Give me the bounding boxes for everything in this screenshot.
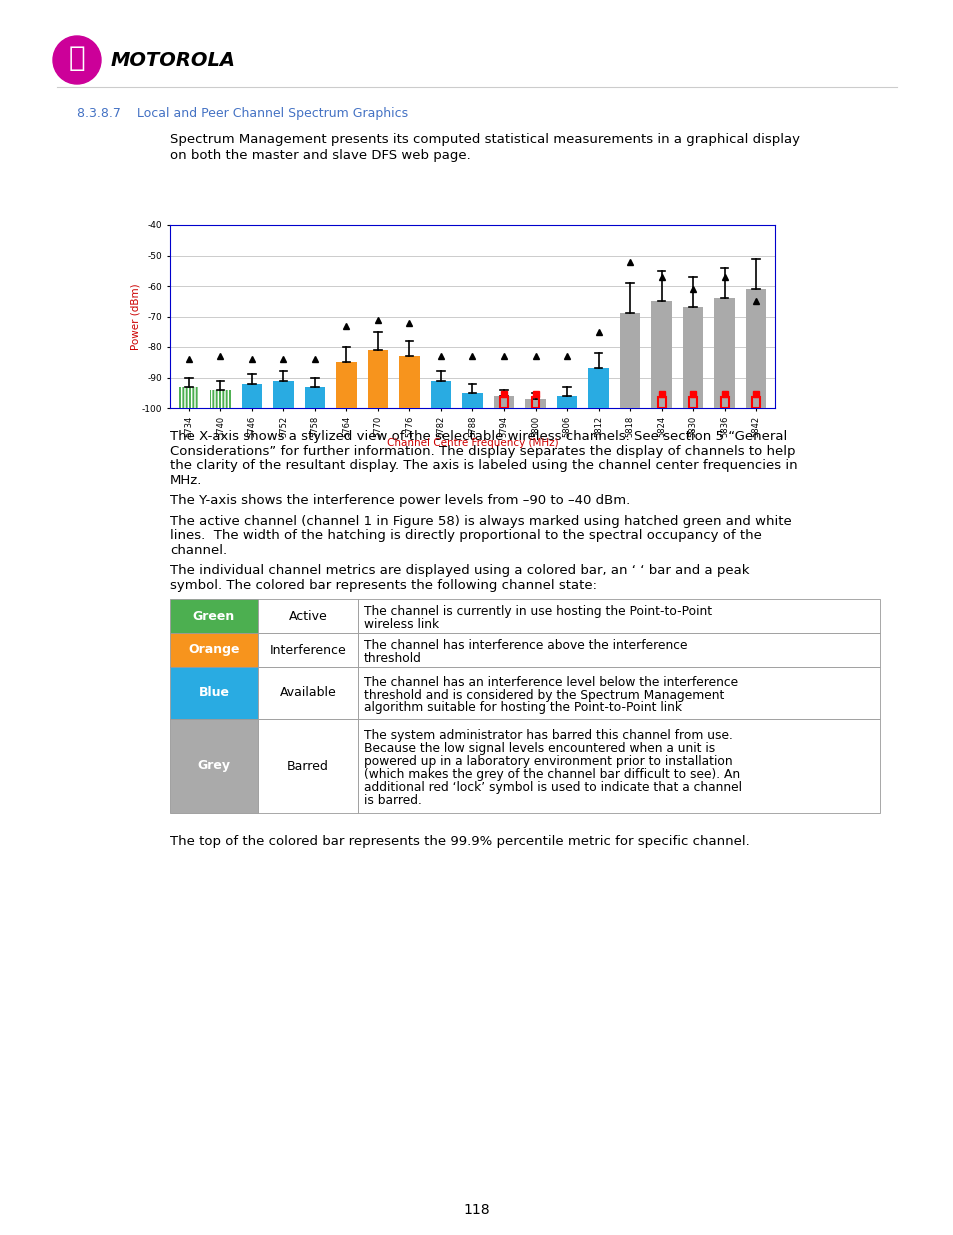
Text: The active channel (channel 1 in Figure 58) is always marked using hatched green: The active channel (channel 1 in Figure …	[170, 515, 791, 527]
Bar	[431, 380, 451, 408]
Bar	[170, 634, 257, 667]
Text: The channel has interference above the interference: The channel has interference above the i…	[364, 638, 687, 652]
Bar	[357, 634, 879, 667]
Bar	[462, 393, 482, 408]
Bar	[241, 384, 262, 408]
Bar	[398, 356, 419, 408]
Text: Blue: Blue	[198, 687, 230, 699]
Text: Considerations” for further information. The display separates the display of ch: Considerations” for further information.…	[170, 445, 795, 457]
Text: lines.  The width of the hatching is directly proportional to the spectral occup: lines. The width of the hatching is dire…	[170, 529, 761, 542]
Text: algorithm suitable for hosting the Point-to-Point link: algorithm suitable for hosting the Point…	[364, 701, 681, 715]
Text: on both the master and slave DFS web page.: on both the master and slave DFS web pag…	[170, 149, 470, 162]
Bar	[367, 350, 388, 408]
Bar	[682, 308, 702, 408]
Text: powered up in a laboratory environment prior to installation: powered up in a laboratory environment p…	[364, 755, 732, 768]
Text: threshold and is considered by the Spectrum Management: threshold and is considered by the Spect…	[364, 688, 723, 701]
Bar	[335, 362, 356, 408]
Bar	[257, 667, 357, 719]
Text: Grey: Grey	[197, 760, 231, 773]
Bar	[657, 398, 665, 408]
Text: additional red ‘lock’ symbol is used to indicate that a channel: additional red ‘lock’ symbol is used to …	[364, 781, 741, 794]
Bar	[619, 314, 639, 408]
Text: symbol. The colored bar represents the following channel state:: symbol. The colored bar represents the f…	[170, 578, 597, 592]
Bar	[210, 390, 231, 408]
Text: (which makes the grey of the channel bar difficult to see). An: (which makes the grey of the channel bar…	[364, 768, 740, 781]
Text: wireless link: wireless link	[364, 618, 438, 631]
Text: Spectrum Management presents its computed statistical measurements in a graphica: Spectrum Management presents its compute…	[170, 133, 800, 146]
Text: Orange: Orange	[188, 643, 239, 657]
Bar	[357, 599, 879, 634]
Bar	[531, 398, 538, 408]
Bar	[714, 298, 734, 408]
Text: Green: Green	[193, 610, 234, 622]
Bar	[178, 387, 199, 408]
Bar	[170, 599, 257, 634]
Text: Barred: Barred	[287, 760, 329, 773]
Text: channel.: channel.	[170, 543, 227, 557]
Bar	[499, 398, 507, 408]
Bar	[257, 634, 357, 667]
Text: The individual channel metrics are displayed using a colored bar, an ‘ ‘ bar and: The individual channel metrics are displ…	[170, 564, 749, 577]
Bar	[170, 667, 257, 719]
Bar	[557, 395, 577, 408]
Bar	[688, 398, 697, 408]
Text: MHz.: MHz.	[170, 473, 202, 487]
Bar	[494, 395, 514, 408]
Bar	[525, 399, 545, 408]
Text: The system administrator has barred this channel from use.: The system administrator has barred this…	[364, 729, 732, 742]
Bar	[751, 398, 760, 408]
Text: Active: Active	[289, 610, 327, 622]
Text: The Y-axis shows the interference power levels from –90 to –40 dBm.: The Y-axis shows the interference power …	[170, 494, 630, 508]
Text: MOTOROLA: MOTOROLA	[111, 51, 235, 69]
Text: 8.3.8.7    Local and Peer Channel Spectrum Graphics: 8.3.8.7 Local and Peer Channel Spectrum …	[77, 107, 408, 120]
Text: Available: Available	[279, 687, 336, 699]
Text: Because the low signal levels encountered when a unit is: Because the low signal levels encountere…	[364, 742, 715, 755]
Bar	[304, 387, 325, 408]
Text: The X-axis shows a stylized view of the selectable wireless channels. See sectio: The X-axis shows a stylized view of the …	[170, 430, 786, 443]
Bar	[745, 289, 765, 408]
Bar	[273, 380, 294, 408]
Bar	[720, 398, 728, 408]
Bar	[357, 719, 879, 813]
Bar	[170, 719, 257, 813]
Bar	[588, 368, 608, 408]
Text: 118: 118	[463, 1203, 490, 1216]
Bar	[357, 667, 879, 719]
Bar	[651, 301, 671, 408]
Text: is barred.: is barred.	[364, 794, 421, 806]
Bar	[257, 599, 357, 634]
Text: Interference: Interference	[270, 643, 346, 657]
Y-axis label: Power (dBm): Power (dBm)	[131, 283, 140, 350]
Text: The channel has an interference level below the interference: The channel has an interference level be…	[364, 676, 738, 688]
Text: The top of the colored bar represents the 99.9% percentile metric for specific c: The top of the colored bar represents th…	[170, 835, 749, 848]
Text: the clarity of the resultant display. The axis is labeled using the channel cent: the clarity of the resultant display. Th…	[170, 459, 797, 472]
Text: threshold: threshold	[364, 652, 421, 664]
Circle shape	[53, 36, 101, 84]
X-axis label: Channel Centre Frequency (MHz): Channel Centre Frequency (MHz)	[386, 438, 558, 448]
Bar	[257, 719, 357, 813]
Text: The channel is currently in use hosting the Point-to-Point: The channel is currently in use hosting …	[364, 605, 711, 618]
Text: Ⓜ: Ⓜ	[69, 44, 85, 72]
